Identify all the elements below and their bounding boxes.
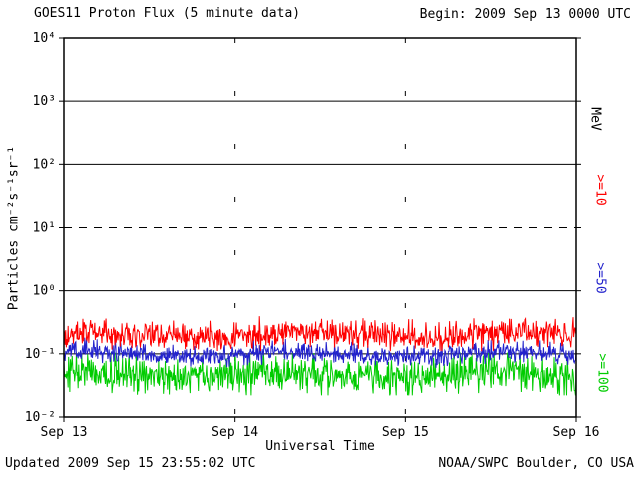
legend-label-ge100: >=100 <box>594 353 610 393</box>
credit-label: NOAA/SWPC Boulder, CO USA <box>438 456 634 471</box>
x-axis-label: Universal Time <box>265 439 375 454</box>
begin-time-label: Begin: 2009 Sep 13 0000 UTC <box>419 7 631 22</box>
legend-label-ge10: >=10 <box>592 174 608 206</box>
y-tick-label: 10⁰ <box>33 284 56 299</box>
y-axis-label: Particles cm⁻²s⁻¹sr⁻¹ <box>6 145 22 311</box>
series-line-ge50 <box>63 337 577 368</box>
legend-label-ge50: >=50 <box>592 262 608 294</box>
y-tick-label: 10¹ <box>33 221 56 236</box>
x-tick-label: Sep 14 <box>211 425 258 440</box>
chart-title: GOES11 Proton Flux (5 minute data) <box>34 6 301 21</box>
y-tick-label: 10⁻¹ <box>25 347 56 362</box>
y-tick-label: 10⁻² <box>25 410 56 425</box>
series-line-ge100 <box>63 352 577 396</box>
series-line-ge10 <box>63 316 577 352</box>
x-tick-label: Sep 13 <box>41 425 88 440</box>
y-tick-label: 10² <box>33 157 56 172</box>
x-tick-label: Sep 16 <box>553 425 600 440</box>
updated-timestamp-label: Updated 2009 Sep 15 23:55:02 UTC <box>5 456 256 471</box>
right-axis-units-label: MeV <box>587 107 603 131</box>
y-tick-label: 10⁴ <box>33 31 56 46</box>
y-tick-label: 10³ <box>33 94 56 109</box>
x-tick-label: Sep 15 <box>382 425 429 440</box>
